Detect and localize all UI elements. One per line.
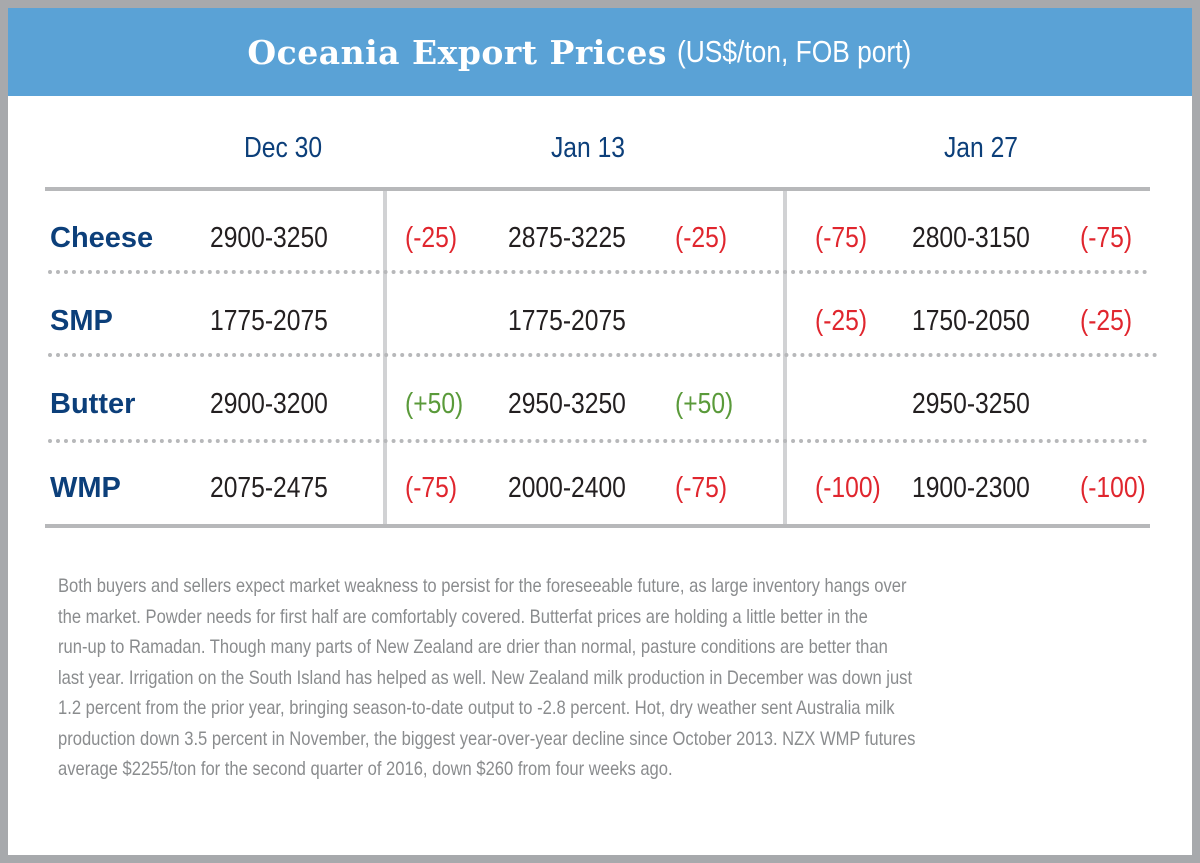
change: (-100) [815, 472, 881, 504]
price-jan13: 2875-3225 [508, 222, 626, 254]
row-separator [48, 439, 1148, 443]
change: (-25) [675, 222, 728, 254]
row-separator [48, 353, 1158, 357]
price-dec30: 2900-3250 [210, 222, 328, 254]
price-jan13: 1775-2075 [508, 305, 626, 337]
card-body: Oceania Export Prices (US$/ton, FOB port… [8, 8, 1192, 855]
change: (-100) [1080, 472, 1146, 504]
title-banner: Oceania Export Prices (US$/ton, FOB port… [8, 8, 1192, 96]
commentary-line: Both buyers and sellers expect market we… [58, 575, 907, 597]
change: (-75) [815, 222, 868, 254]
product-label: Cheese [50, 222, 154, 254]
commentary-line: production down 3.5 percent in November,… [58, 727, 916, 750]
commentary-line: 1.2 percent from the prior year, bringin… [58, 697, 895, 719]
change: (-75) [1080, 222, 1133, 254]
price-dec30: 1775-2075 [210, 305, 328, 337]
table-top-rule [45, 187, 1150, 191]
change: (-25) [815, 305, 868, 337]
change: (+50) [675, 388, 734, 420]
commentary-line: run-up to Ramadan. Though many parts of … [58, 636, 888, 658]
price-jan27: 1750-2050 [912, 305, 1030, 337]
column-header-jan27: Jan 27 [943, 132, 1019, 164]
commentary-line: average $2255/ton for the second quarter… [58, 758, 673, 780]
table-bottom-rule [45, 524, 1150, 528]
column-header-dec30: Dec 30 [243, 132, 323, 164]
product-label: SMP [50, 305, 113, 337]
product-label: WMP [50, 472, 121, 504]
row-separator [48, 270, 1148, 274]
change: (-75) [405, 472, 458, 504]
change: (+50) [405, 388, 464, 420]
change: (-25) [405, 222, 458, 254]
price-dec30: 2900-3200 [210, 388, 328, 420]
price-jan27: 2950-3250 [912, 388, 1030, 420]
change: (-75) [675, 472, 728, 504]
title: Oceania Export Prices [247, 32, 667, 72]
commentary-line: last year. Irrigation on the South Islan… [58, 666, 913, 689]
commentary-line: the market. Powder needs for first half … [58, 605, 868, 628]
title-units: (US$/ton, FOB port) [676, 34, 912, 69]
column-header-jan13: Jan 13 [550, 132, 626, 164]
price-jan27: 1900-2300 [912, 472, 1030, 504]
price-jan13: 2000-2400 [508, 472, 626, 504]
market-commentary: Both buyers and sellers expect market we… [58, 571, 1198, 785]
price-dec30: 2075-2475 [210, 472, 328, 504]
column-divider [783, 191, 787, 524]
change: (-25) [1080, 305, 1133, 337]
product-label: Butter [50, 388, 136, 420]
price-jan13: 2950-3250 [508, 388, 626, 420]
column-divider [383, 191, 387, 524]
price-jan27: 2800-3150 [912, 222, 1030, 254]
